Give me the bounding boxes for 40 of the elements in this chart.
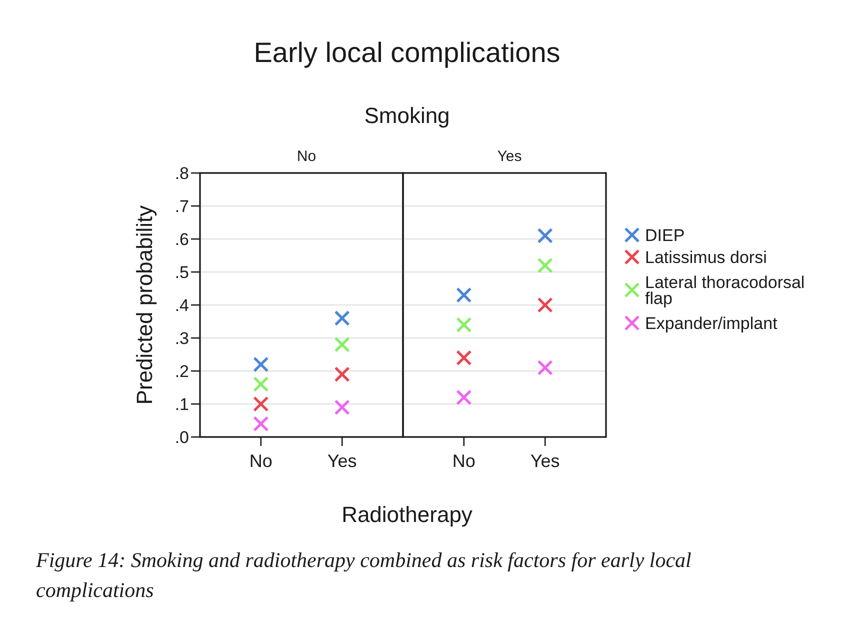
- point: [334, 310, 350, 326]
- point: [334, 366, 350, 382]
- point: [253, 376, 269, 392]
- point: [456, 350, 472, 366]
- text: Early local complications: [254, 37, 560, 68]
- caption: Figure 14: Smoking and radiotherapy combined as risk factors for early local complications: [35, 548, 692, 602]
- point: [253, 396, 269, 412]
- y-tick-label: .7: [174, 196, 189, 216]
- legend-label: Latissimus dorsi: [645, 248, 767, 266]
- point: [537, 228, 553, 244]
- point: [537, 258, 553, 274]
- y-tick-label: .2: [174, 362, 189, 380]
- point: [253, 356, 269, 372]
- x-tick-label: No: [249, 451, 272, 471]
- x-tick-label: Yes: [530, 451, 560, 471]
- y-tick-label: .6: [174, 230, 189, 248]
- legend-label: Expander/implant: [645, 314, 778, 332]
- y-tick-label: .5: [174, 262, 189, 282]
- point: [456, 317, 472, 333]
- y-tick-label: .4: [174, 296, 189, 314]
- point: [456, 287, 472, 303]
- x-axis-title: Radiotherapy: [342, 502, 472, 527]
- text: Smoking: [364, 103, 450, 128]
- y-tick-label: .8: [174, 164, 189, 182]
- legend-label: DIEP: [645, 226, 685, 244]
- y-tick-label: .3: [174, 328, 189, 348]
- x-tick-label: No: [452, 451, 476, 471]
- y-tick-label: .1: [174, 394, 189, 414]
- chart-title: Yes: [497, 148, 522, 165]
- y-tick-label: .0: [174, 428, 189, 446]
- point: [537, 297, 553, 313]
- point: [456, 390, 472, 406]
- point: [253, 416, 269, 432]
- chart-title: No: [296, 148, 316, 165]
- x-tick-label: Yes: [327, 451, 357, 471]
- legend-label: Lateral thoracodorsal flap: [645, 272, 805, 308]
- point: [334, 400, 350, 416]
- y-axis-title: Predicted probability: [132, 205, 157, 405]
- point: [334, 336, 350, 352]
- point: [537, 360, 553, 376]
